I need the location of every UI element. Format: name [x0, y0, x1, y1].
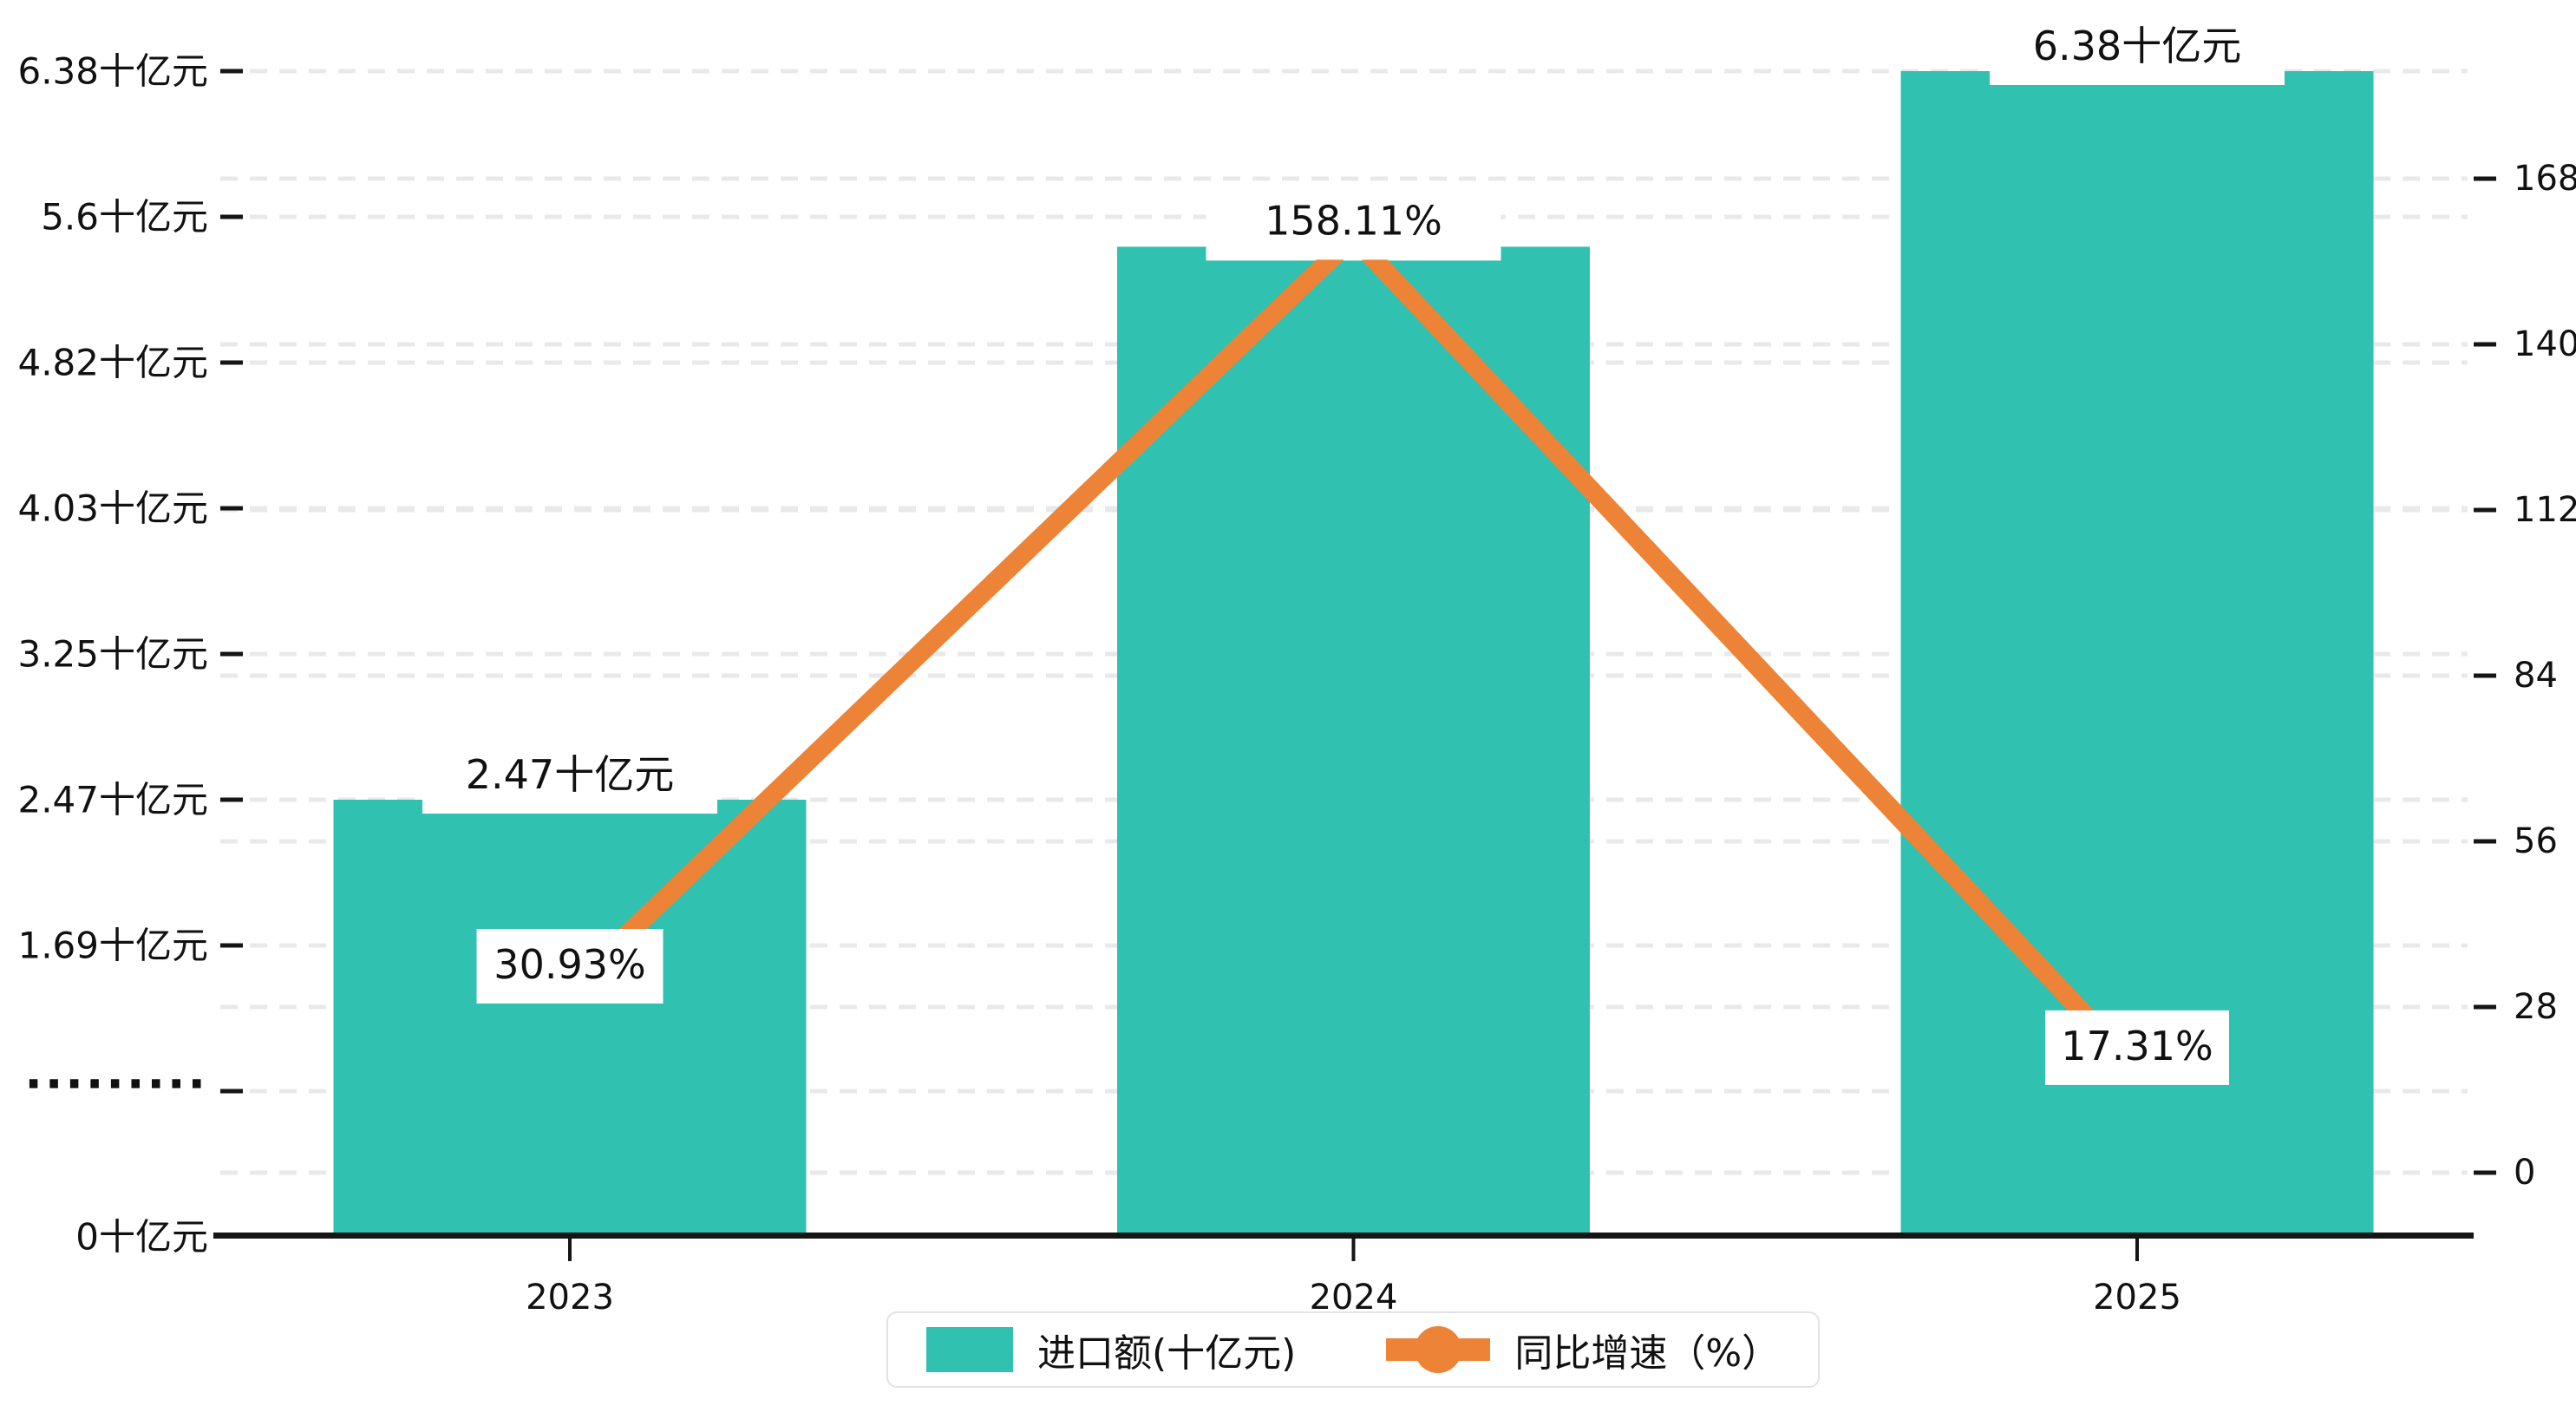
legend-item-import-value[interactable]: 进口额(十亿元): [926, 1322, 1296, 1377]
y-right-tick: [2474, 839, 2496, 844]
x-tick-2024: [1351, 1239, 1356, 1261]
x-axis-line: [213, 1233, 2474, 1239]
y-right-tick: [2474, 176, 2496, 181]
bar-series-swatch: [926, 1327, 1013, 1372]
line-swatch-dot-icon: [1415, 1326, 1462, 1373]
y-right-tick-label: 140: [2514, 324, 2576, 364]
y-left-tick-label: 1.69十亿元: [17, 925, 208, 967]
line-value-label-bg-2024: [1245, 185, 1462, 260]
y-left-tick-label: 4.82十亿元: [17, 342, 208, 384]
x-tick-label-2024: 2024: [1310, 1278, 1398, 1318]
y-left-tick: [220, 1089, 243, 1094]
legend: 进口额(十亿元) 同比增速（%）: [886, 1311, 1821, 1388]
line-value-label-bg-2025: [2045, 1010, 2229, 1085]
y-left-tick: [220, 69, 243, 74]
y-right-tick: [2474, 342, 2496, 347]
y-left-tick-label: 6.38十亿元: [17, 50, 208, 93]
y-left-tick-label: 0十亿元: [75, 1216, 208, 1259]
y-left-tick: [220, 214, 243, 219]
bar-2023[interactable]: [333, 800, 807, 1238]
y-left-tick: [220, 797, 243, 802]
y-right-tick: [2474, 1004, 2496, 1010]
y-left-tick: [220, 943, 243, 948]
y-left-tick: [220, 651, 243, 657]
legend-label-import-value: 进口额(十亿元): [1037, 1331, 1297, 1376]
bar-value-label-2023: 2.47十亿元: [466, 751, 674, 798]
line-value-label-2025: 17.31%: [2061, 1023, 2213, 1069]
y-left-tick: [220, 360, 243, 365]
y-right-tick-label: 28: [2514, 987, 2558, 1027]
y-right-tick: [2474, 507, 2496, 513]
legend-item-yoy-growth[interactable]: 同比增速（%）: [1386, 1322, 1780, 1377]
line-value-label-2023: 30.93%: [494, 941, 645, 988]
y-right-tick: [2474, 1170, 2496, 1175]
x-tick-label-2025: 2025: [2093, 1278, 2181, 1318]
y-left-tick-label: 4.03十亿元: [17, 487, 208, 530]
y-left-tick-label: 2.47十亿元: [17, 779, 208, 821]
y-right-tick-label: 112: [2514, 490, 2576, 530]
x-tick-2025: [2135, 1239, 2139, 1261]
y-left-tick-label: ·········: [24, 1057, 208, 1112]
y-left-tick: [220, 506, 243, 511]
y-right-tick: [2474, 673, 2496, 678]
y-right-tick-label: 56: [2514, 821, 2558, 861]
x-tick-label-2023: 2023: [526, 1278, 614, 1318]
y-right-tick-label: 84: [2514, 656, 2558, 696]
line-value-label-2024: 158.11%: [1265, 197, 1442, 244]
y-left-tick-label: 5.6十亿元: [41, 196, 208, 239]
y-left-tick-label: 3.25十亿元: [17, 633, 208, 676]
line-series-swatch: [1386, 1325, 1491, 1374]
bar-value-label-bg-2023: [422, 739, 717, 814]
bar-value-label-bg-2025: [1990, 10, 2285, 85]
line-value-label-bg-2023: [476, 929, 664, 1004]
bar-value-label-2025: 6.38十亿元: [2033, 23, 2241, 69]
x-tick-2023: [568, 1239, 572, 1261]
legend-label-yoy-growth: 同比增速（%）: [1514, 1331, 1781, 1376]
y-right-tick-label: 0: [2514, 1153, 2535, 1193]
y-right-tick-label: 168: [2514, 159, 2576, 199]
